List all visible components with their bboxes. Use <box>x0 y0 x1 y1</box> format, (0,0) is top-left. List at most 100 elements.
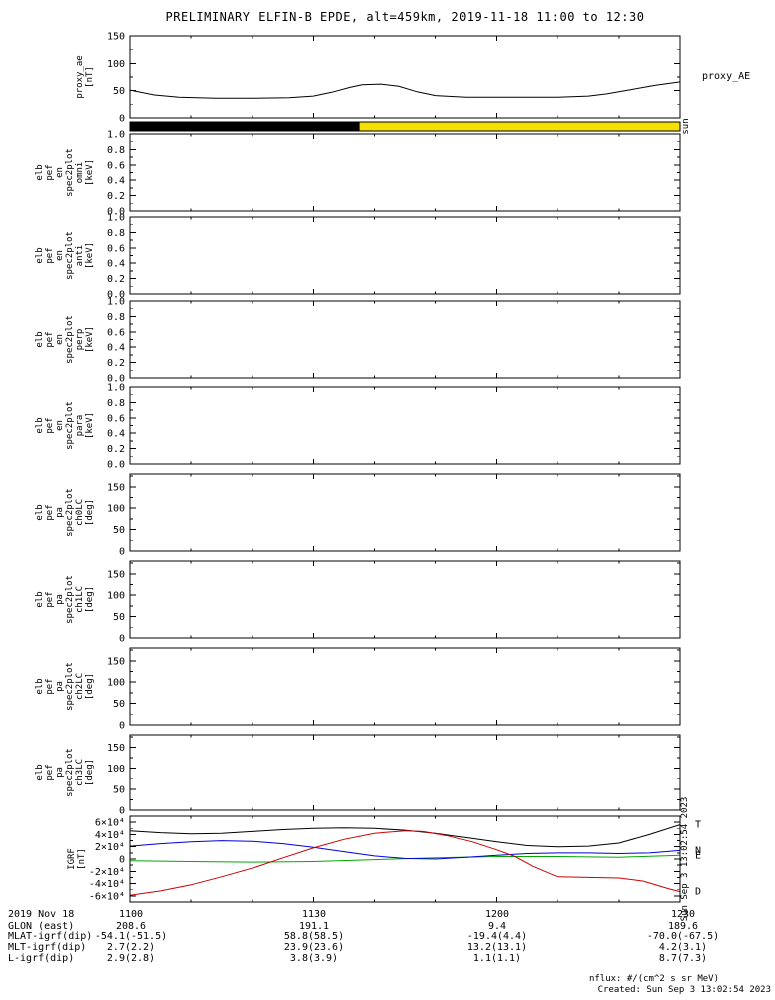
ytick-label: 100 <box>107 678 125 689</box>
series-T <box>130 824 680 848</box>
ylabel-en_para-line4: para <box>75 415 85 437</box>
ylabel-pa_ch2lc-line1: pef <box>45 678 55 694</box>
ephemeris-row-label: L-igrf(dip) <box>8 953 75 964</box>
ytick-label: 0 <box>119 855 125 866</box>
ytick-label: 0.4 <box>107 176 125 187</box>
ylabel-pa_ch1lc-line2: pa <box>55 594 65 605</box>
ytick-label: 0 <box>119 547 125 558</box>
panel-en_anti: 0.0 0.2 0.4 0.6 0.8 1.0 elb pef en spec2plot anti[… <box>35 213 681 301</box>
ephemeris-value: 208.6 <box>115 921 147 932</box>
ylabel-en_perp-line3: spec2plot <box>65 315 75 364</box>
ephemeris-value: 1200 <box>484 909 510 920</box>
igrf-legend-E: E <box>695 850 701 861</box>
ylabel-en_anti-line2: en <box>55 250 65 261</box>
ytick-label: 0 <box>119 114 125 125</box>
sun-flag-segment-1 <box>359 122 680 131</box>
ylabel-en_omni-line3: spec2plot <box>65 148 75 197</box>
ytick-label: 1.0 <box>107 297 125 308</box>
ytick-label: 1.0 <box>107 383 125 394</box>
ylabel-pa_ch3lc-line0: elb <box>35 764 45 780</box>
ylabel-en_omni-line0: elb <box>35 164 45 180</box>
ylabel-pa_ch2lc-line0: elb <box>35 678 45 694</box>
ephemeris-value: -19.4(4.4) <box>466 931 528 942</box>
ytick-label: 0.2 <box>107 191 125 202</box>
ytick-label: 0 <box>119 634 125 645</box>
ytick-label: 0.6 <box>107 243 125 254</box>
sun-bar-side-label: sun <box>681 118 691 134</box>
ephemeris-row: MLT-igrf(dip) 2.7(2.2) 23.9(23.6) 13.2(13.1… <box>0 942 775 954</box>
panel-pa_ch0lc: 0 50 100 150 elb pef pa spec2plot ch0LC [deg] <box>35 473 681 558</box>
ylabel-en_anti-line4: anti <box>75 245 85 267</box>
igrf-side-timestamp: Sun Sep 3 13:02:54 2023 <box>680 797 690 922</box>
ephemeris-value: 8.7(7.3) <box>658 953 708 964</box>
ylabel-pa_ch0lc-line1: pef <box>45 504 55 520</box>
ytick-label: 0.2 <box>107 274 125 285</box>
ylabel-en_perp-line0: elb <box>35 331 45 347</box>
ylabel-pa_ch1lc-line4: ch1LC <box>75 586 85 613</box>
ephemeris-value: 23.9(23.6) <box>283 942 345 953</box>
ytick-label: -4×10⁴ <box>89 879 125 890</box>
ytick-label: 2×10⁴ <box>95 842 125 853</box>
ylabel-en_para-line0: elb <box>35 417 45 433</box>
ephemeris-row: 2019 Nov 18 1100 1130 1200 1230 <box>0 909 775 921</box>
panel-en_perp: 0.0 0.2 0.4 0.6 0.8 1.0 elb pef en spec2plot perp[… <box>35 297 681 385</box>
ylabel-pa_ch3lc-line2: pa <box>55 767 65 778</box>
ylabel-pa_ch2lc-line4: ch2LC <box>75 673 85 700</box>
igrf-legend-T: T <box>695 820 701 831</box>
ylabel-en_anti-line3: spec2plot <box>65 231 75 280</box>
ytick-label: 0.4 <box>107 343 125 354</box>
ylabel-pa_ch3lc-line5: [deg] <box>85 759 95 786</box>
ytick-label: 6×10⁴ <box>95 818 125 829</box>
nflux-units-note: nflux: #/(cm^2 s sr MeV) <box>588 974 719 984</box>
ylabel-pa_ch2lc-line3: spec2plot <box>65 662 75 711</box>
ylabel-pa_ch2lc-line5: [deg] <box>85 673 95 700</box>
ytick-label: 150 <box>107 32 125 43</box>
ytick-label: 0.6 <box>107 160 125 171</box>
ephemeris-value: 1100 <box>118 909 144 920</box>
ylabel-en_para-line3: spec2plot <box>65 401 75 450</box>
ytick-label: 0.8 <box>107 398 125 409</box>
ylabel-igrf-line1: [nT] <box>77 848 87 870</box>
ylabel-pa_ch0lc-line0: elb <box>35 504 45 520</box>
proxy-ae-right-label: proxy_AE <box>702 71 750 82</box>
plot-title: PRELIMINARY ELFIN-B EPDE, alt=459km, 201… <box>165 10 645 24</box>
panel-proxy_ae: 0 50 100 150 proxy_ae [nT] proxy_AE <box>75 32 750 125</box>
ytick-label: 0.8 <box>107 228 125 239</box>
ylabel-pa_ch0lc-line5: [deg] <box>85 499 95 526</box>
panel-pa_ch3lc: 0 50 100 150 elb pef pa spec2plot ch3LC [deg] <box>35 734 681 817</box>
ytick-label: 1.0 <box>107 213 125 224</box>
panel-en_para: 0.0 0.2 0.4 0.6 0.8 1.0 elb pef en spec2plot para[… <box>35 383 681 471</box>
ytick-label: 50 <box>113 699 125 710</box>
ephemeris-value: -70.0(-67.5) <box>646 931 720 942</box>
igrf-legend-D: D <box>695 887 701 898</box>
ylabel-pa_ch1lc-line3: spec2plot <box>65 575 75 624</box>
series-D <box>130 830 680 896</box>
ylabel-pa_ch1lc-line5: [deg] <box>85 586 95 613</box>
ephemeris-value: 4.2(3.1) <box>658 942 708 953</box>
ephemeris-value: 3.8(3.9) <box>289 953 339 964</box>
ylabel-pa_ch2lc-line2: pa <box>55 681 65 692</box>
ytick-label: 50 <box>113 612 125 623</box>
ytick-label: 0.6 <box>107 327 125 338</box>
ylabel-en_perp-line2: en <box>55 334 65 345</box>
ephemeris-row-label: MLAT-igrf(dip) <box>8 931 93 942</box>
created-timestamp: Created: Sun Sep 3 13:02:54 2023 <box>597 985 771 995</box>
series-N <box>130 840 680 860</box>
ylabel-pa_ch3lc-line4: ch3LC <box>75 759 85 786</box>
ytick-label: 100 <box>107 764 125 775</box>
ytick-label: 0 <box>119 806 125 817</box>
ephemeris-row: GLON (east) 208.6 191.1 9.4 189.6 <box>0 921 775 933</box>
ylabel-en_omni-line5: [keV] <box>85 159 95 186</box>
ylabel-en_anti-line0: elb <box>35 247 45 263</box>
ytick-label: 0 <box>119 721 125 732</box>
ytick-label: 0.6 <box>107 413 125 424</box>
igrf-legend-N: N <box>695 845 701 856</box>
ephemeris-value: 191.1 <box>298 921 330 932</box>
ylabel-proxy_ae-line1: [nT] <box>85 66 95 88</box>
ytick-label: 100 <box>107 504 125 515</box>
ytick-label: 0.0 <box>107 460 125 471</box>
ylabel-pa_ch3lc-line1: pef <box>45 764 55 780</box>
ytick-label: 0.2 <box>107 358 125 369</box>
